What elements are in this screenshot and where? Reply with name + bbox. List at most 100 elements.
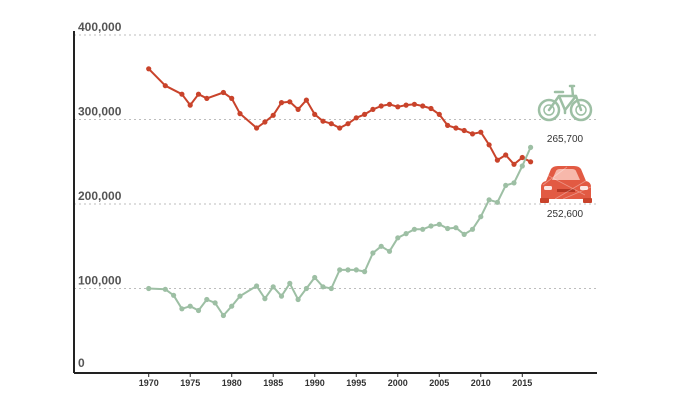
- x-tick-label: 1970: [139, 378, 159, 388]
- bicycles-point: [445, 225, 451, 232]
- y-tick-label: 100,000: [78, 274, 122, 288]
- cars-point: [403, 102, 409, 108]
- cars-point: [303, 97, 309, 103]
- cars-point: [287, 99, 293, 105]
- bicycles-point: [204, 296, 210, 303]
- bicycle-icon: [537, 84, 593, 122]
- cars-point: [295, 106, 301, 112]
- x-axis-ticks: 1970 1975 1980 1985 1990 1995 2000 2005 2010 2015: [139, 373, 532, 388]
- bicycles-point: [461, 231, 467, 237]
- car-end-label: 252,600: [547, 209, 584, 220]
- cars-point: [162, 83, 168, 89]
- cars-point: [220, 89, 226, 96]
- bicycles-point: [187, 303, 193, 309]
- cars-point: [187, 102, 193, 108]
- bicycles-point: [370, 250, 376, 256]
- cars-point: [436, 111, 442, 117]
- bicycles-point: [254, 283, 260, 289]
- x-tick-label: 1985: [263, 378, 283, 388]
- cars-point: [146, 66, 152, 72]
- x-tick-label: 2005: [429, 378, 449, 388]
- y-axis-ticks: 0 100,000 200,000 300,000 400,000: [78, 20, 122, 370]
- y-tick-label: 300,000: [78, 105, 122, 119]
- bicycles-point: [287, 280, 293, 286]
- x-tick-label: 2015: [512, 378, 532, 388]
- bicycles-point: [229, 303, 235, 309]
- bicycles-point: [146, 285, 152, 292]
- cars-point: [353, 115, 359, 121]
- bicycles-point: [345, 267, 351, 273]
- bicycles-point: [212, 300, 218, 306]
- axes: [73, 31, 597, 374]
- cars-point: [445, 122, 451, 128]
- x-tick-label: 1995: [346, 378, 366, 388]
- bicycles-point: [162, 286, 168, 292]
- bicycles-point: [420, 226, 426, 232]
- cars-point: [420, 103, 426, 109]
- bicycles-point: [519, 163, 525, 169]
- bicycles-point: [428, 223, 434, 229]
- y-tick-label: 400,000: [78, 20, 122, 34]
- bicycles-point: [312, 274, 318, 281]
- bicycles-point: [270, 284, 276, 290]
- cars-point: [204, 95, 210, 101]
- cars-point: [262, 119, 268, 125]
- cars-point: [478, 129, 484, 135]
- bicycles-series: [146, 144, 534, 319]
- cars-point: [229, 95, 235, 101]
- bicycles-point: [436, 221, 442, 227]
- cars-point: [386, 101, 393, 107]
- bicycles-point: [503, 182, 509, 188]
- cars-point: [278, 100, 285, 106]
- bicycles-point: [403, 231, 409, 237]
- cars-point: [503, 152, 509, 158]
- bicycles-point: [486, 197, 492, 203]
- cars-point: [453, 125, 459, 131]
- bicycles-point: [511, 180, 517, 186]
- cars-point: [494, 157, 500, 163]
- bicycles-point: [337, 267, 343, 273]
- bicycles-point: [278, 293, 285, 299]
- x-tick-label: 2010: [471, 378, 491, 388]
- bicycles-point: [362, 269, 368, 275]
- cars-point: [179, 91, 185, 97]
- cars-point: [519, 154, 525, 161]
- bicycle-end-label: 265,700: [547, 134, 584, 145]
- series-layer: [146, 66, 534, 319]
- y-tick-label: 0: [78, 356, 85, 370]
- cars-point: [370, 106, 376, 112]
- bicycles-point: [220, 312, 226, 319]
- cars-point: [378, 103, 384, 109]
- x-tick-label: 1975: [180, 378, 200, 388]
- bicycles-point: [469, 226, 476, 232]
- bicycles-point: [179, 306, 185, 312]
- cars-point: [312, 111, 318, 117]
- x-tick-label: 1990: [305, 378, 325, 388]
- cars-point: [254, 125, 260, 131]
- cars-point: [270, 112, 276, 118]
- cars-line: [147, 68, 532, 166]
- cars-point: [428, 105, 434, 112]
- y-tick-label: 200,000: [78, 189, 122, 203]
- bicycles-point: [411, 226, 417, 232]
- x-tick-label: 1980: [222, 378, 242, 388]
- bicycles-point: [494, 199, 500, 205]
- bicycles-point: [386, 248, 393, 254]
- bicycles-point: [303, 285, 309, 292]
- cars-series: [146, 66, 534, 167]
- cars-point: [362, 111, 368, 117]
- bicycles-point: [453, 225, 459, 231]
- cars-point: [461, 127, 467, 134]
- bicycles-point: [320, 284, 326, 290]
- bicycles-point: [195, 307, 202, 314]
- cars-point: [411, 101, 417, 107]
- cars-point: [337, 125, 343, 131]
- bicycles-point: [378, 243, 384, 249]
- cars-point: [320, 118, 326, 124]
- bicycles-point: [262, 296, 268, 302]
- cars-point: [237, 111, 243, 117]
- cars-point: [328, 121, 334, 127]
- cars-point: [528, 159, 534, 165]
- cars-point: [345, 121, 351, 127]
